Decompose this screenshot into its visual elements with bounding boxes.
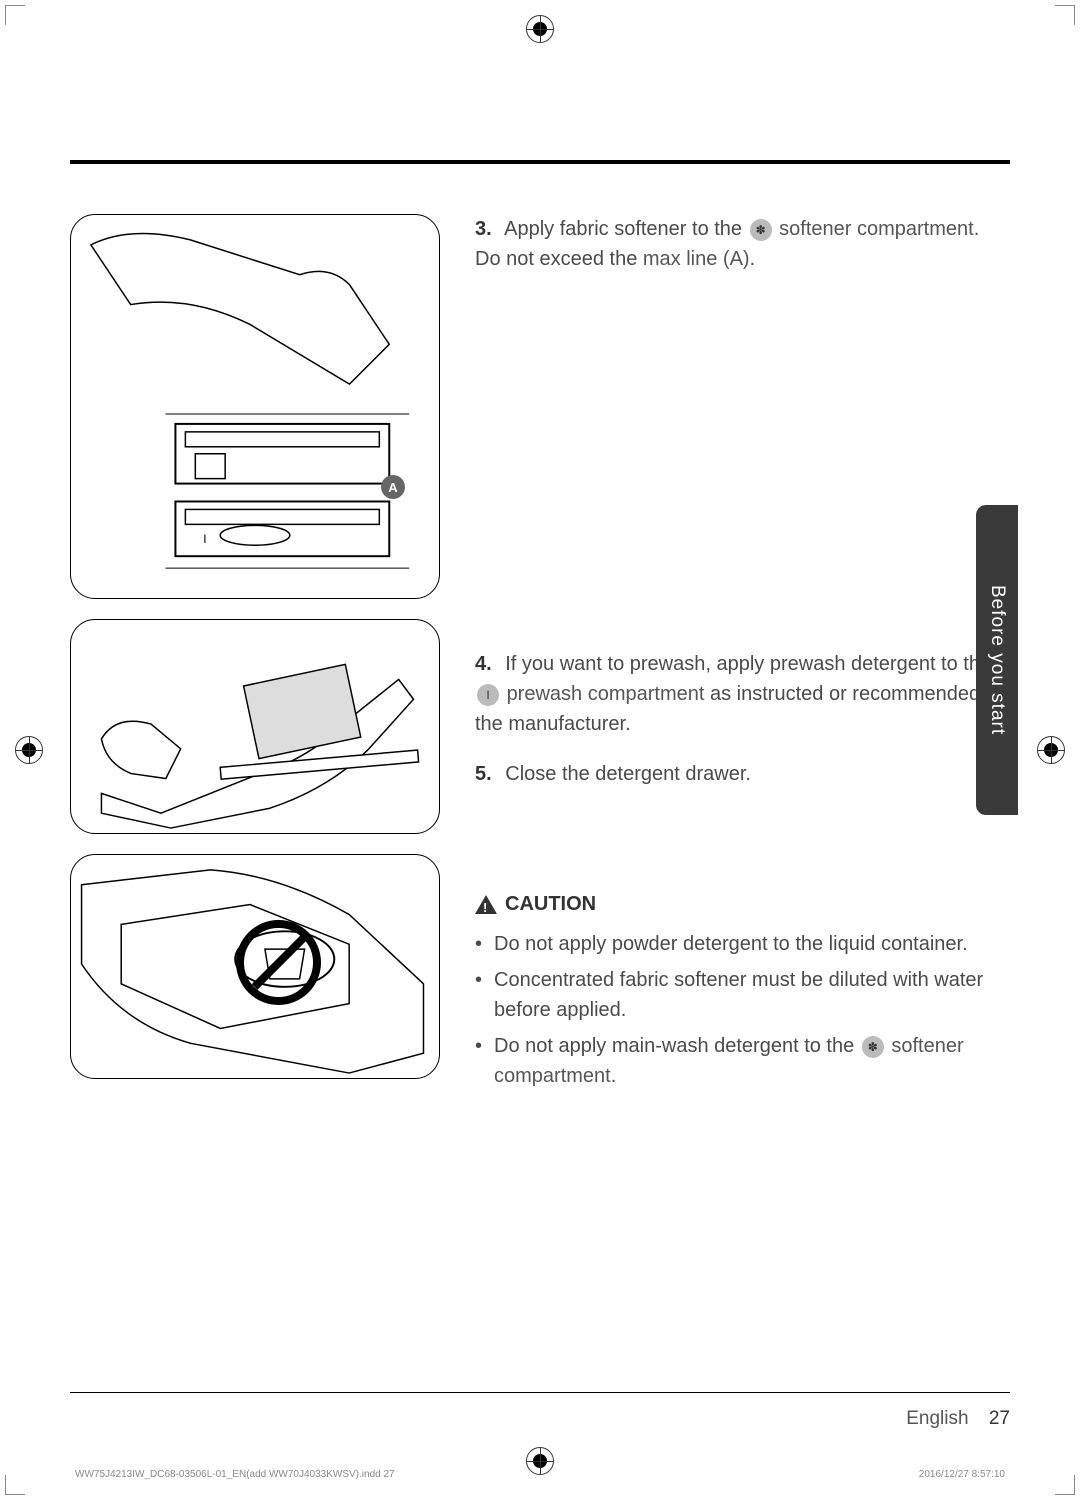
- registration-mark: [526, 15, 554, 43]
- softener-icon: ✽: [862, 1036, 884, 1058]
- step-3: 3. Apply fabric softener to the ✽ soften…: [475, 214, 1010, 274]
- step-text: Apply fabric softener to the: [504, 218, 747, 240]
- section-tab-label: Before you start: [986, 585, 1008, 735]
- step-text: Close the detergent drawer.: [505, 763, 751, 785]
- crop-mark: [5, 5, 25, 25]
- caution-item: Do not apply main-wash detergent to the …: [475, 1031, 1010, 1091]
- crop-mark: [5, 1475, 25, 1495]
- footer-language: English: [906, 1408, 968, 1429]
- step-text: If you want to prewash, apply prewash de…: [505, 653, 991, 675]
- caution-text: Do not apply powder detergent to the liq…: [494, 929, 968, 959]
- page-footer: English 27: [70, 1392, 1010, 1430]
- crop-mark: [1055, 1475, 1075, 1495]
- registration-mark: [15, 736, 43, 764]
- illustration-prohibit-powder: [70, 854, 440, 1079]
- caution-triangle-icon: [475, 895, 497, 914]
- illustration-prewash: [70, 619, 440, 834]
- caution-item: Do not apply powder detergent to the liq…: [475, 929, 1010, 959]
- softener-icon: ✽: [750, 219, 772, 241]
- step-text-bold: softener compartment: [779, 218, 974, 240]
- step-number: 3.: [475, 218, 492, 240]
- illustration-softener-drawer: I A: [70, 214, 440, 599]
- svg-text:I: I: [203, 532, 206, 546]
- caution-text: .: [611, 1065, 617, 1087]
- caution-title: CAUTION: [505, 889, 596, 919]
- prohibit-icon: [236, 920, 321, 1005]
- crop-mark: [1055, 5, 1075, 25]
- step-text-bold: prewash compartment: [507, 683, 705, 705]
- step-number: 4.: [475, 653, 492, 675]
- step-4: 4. If you want to prewash, apply prewash…: [475, 649, 1010, 739]
- print-metadata: WW75J4213IW_DC68-03506L-01_EN(add WW70J4…: [75, 1469, 1005, 1480]
- registration-mark: [1037, 736, 1065, 764]
- step-text-bold: max line (A): [643, 248, 750, 270]
- footer-page-number: 27: [989, 1408, 1010, 1429]
- caution-header: CAUTION: [475, 889, 1010, 919]
- caution-item: Concentrated fabric softener must be dil…: [475, 965, 1010, 1025]
- header-rule: [70, 160, 1010, 164]
- step-number: 5.: [475, 763, 492, 785]
- caution-text: Do not apply main-wash detergent to the: [494, 1035, 860, 1057]
- meta-timestamp: 2016/12/27 8:57:10: [919, 1469, 1005, 1480]
- step-5: 5. Close the detergent drawer.: [475, 759, 1010, 789]
- caution-list: Do not apply powder detergent to the liq…: [475, 929, 1010, 1091]
- step-text: .: [750, 248, 756, 270]
- section-tab: Before you start: [976, 505, 1018, 815]
- label-a-marker: A: [381, 475, 405, 499]
- caution-text: Concentrated fabric softener must be dil…: [494, 965, 1010, 1025]
- prewash-icon: I: [477, 684, 499, 706]
- meta-filename: WW75J4213IW_DC68-03506L-01_EN(add WW70J4…: [75, 1469, 395, 1480]
